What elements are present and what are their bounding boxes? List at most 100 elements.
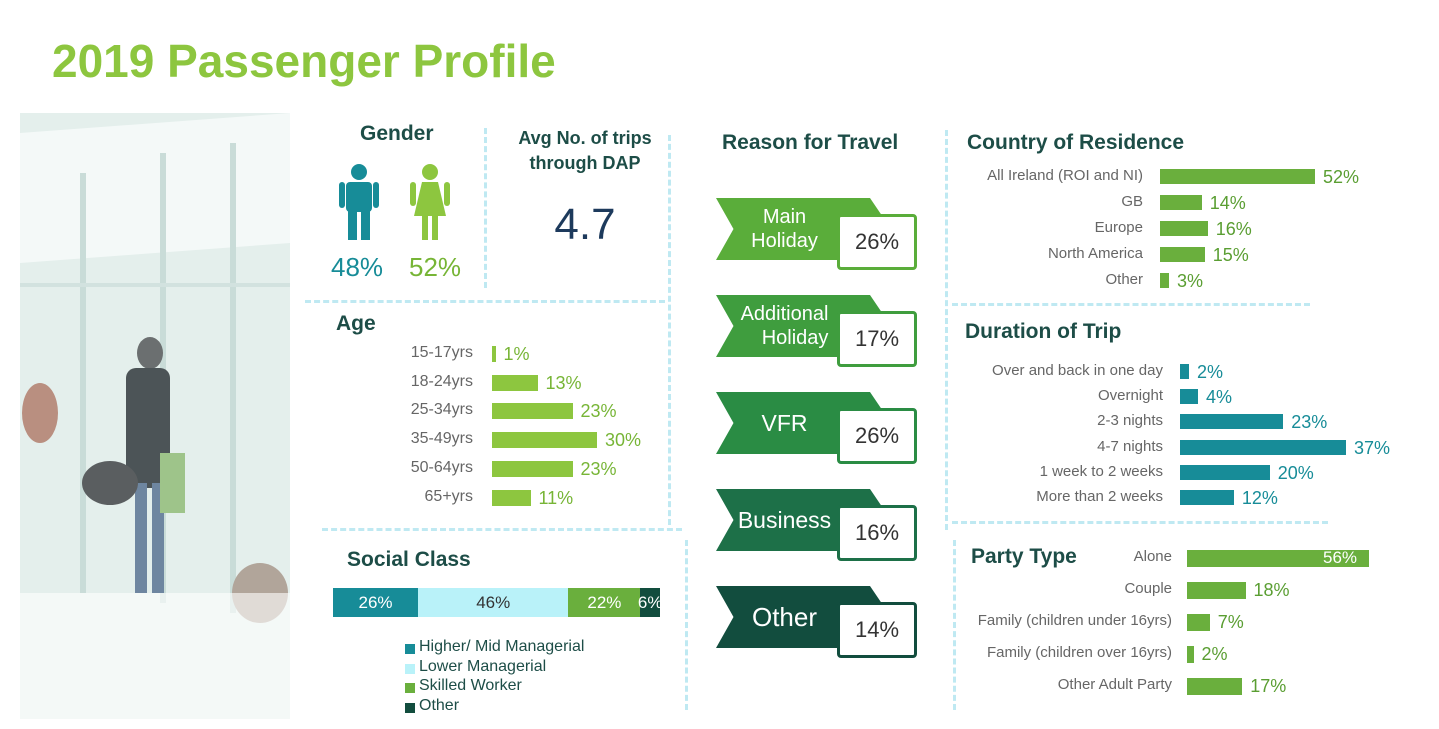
bar-value-label: 1% <box>503 344 530 364</box>
bar <box>492 489 531 506</box>
reason-value-box: 26% <box>837 214 917 270</box>
bar-category-label: 50-64yrs <box>410 458 473 476</box>
bar-value-label: 14% <box>1209 193 1246 213</box>
bar <box>1160 169 1315 184</box>
bar-category-label: Family (children under 16yrs) <box>977 612 1172 629</box>
bar <box>1180 414 1284 430</box>
bar-value-label: 12% <box>1241 488 1278 508</box>
divider <box>685 540 688 710</box>
male-percentage: 48% <box>331 252 384 282</box>
reason-label-line1: VFR <box>761 410 808 436</box>
bar <box>1180 364 1189 379</box>
bar-category-label: GB <box>1121 193 1143 210</box>
reason-label-line2: Holiday <box>761 327 829 349</box>
legend-entry: Other <box>419 696 460 714</box>
legend-swatch <box>405 702 415 713</box>
party-heading: Party Type <box>971 545 1077 568</box>
bar-value-label: 17% <box>1250 676 1287 696</box>
bar-value-label: 23% <box>580 401 617 422</box>
divider <box>668 135 671 525</box>
duration-heading: Duration of Trip <box>965 320 1122 343</box>
bar-value-label: 37% <box>1354 437 1391 458</box>
reason-label: Business <box>738 508 869 532</box>
reason-label-line1: Main <box>762 206 807 228</box>
reason-label-line1: Additional <box>740 303 829 325</box>
reason-label-line2: Holiday <box>751 230 818 252</box>
bar <box>1180 439 1346 455</box>
terminal-photo <box>20 113 290 719</box>
bar-category-label: Other Adult Party <box>1057 676 1172 693</box>
bar-category-label: 65+yrs <box>424 487 473 505</box>
divider <box>952 303 1310 306</box>
male-person-icon <box>339 164 379 240</box>
bar-category-label: More than 2 weeks <box>1036 488 1163 505</box>
bar-category-label: 15-17yrs <box>410 344 473 361</box>
page-title: 2019 Passenger Profile <box>52 35 556 87</box>
legend-swatch <box>405 683 415 693</box>
divider <box>305 300 665 303</box>
bar <box>1160 221 1208 236</box>
bar-value-label: 2% <box>1201 644 1228 664</box>
reason-heading: Reason for Travel <box>722 131 899 154</box>
reason-label: VFR <box>762 411 846 435</box>
bar <box>492 346 496 362</box>
bar <box>1187 550 1369 567</box>
divider <box>945 130 948 530</box>
bar-value-label: 7% <box>1217 612 1244 632</box>
bar-value-label: 23% <box>580 458 617 479</box>
bar-category-label: 25-34yrs <box>410 401 473 419</box>
bar <box>1187 678 1243 695</box>
bar-value-label: 18% <box>1253 580 1290 600</box>
bar <box>492 460 573 477</box>
bar-category-label: Couple <box>1124 580 1172 597</box>
gender-heading: Gender <box>360 122 434 145</box>
bar-value-label: 56% <box>1323 548 1358 567</box>
bar <box>1180 464 1270 480</box>
bar-value-label: 23% <box>1291 412 1328 433</box>
reason-label-line1: Other <box>751 602 818 632</box>
bar-category-label: Family (children over 16yrs) <box>986 644 1172 661</box>
divider <box>952 521 1328 524</box>
bar <box>1187 646 1194 663</box>
bar-value-label: 16% <box>1215 219 1252 239</box>
social-class-heading: Social Class <box>347 548 471 571</box>
bar-value-label: 20% <box>1277 462 1314 483</box>
reason-value-box: 14% <box>837 602 917 658</box>
legend-swatch <box>405 663 415 674</box>
reason-value-box: 17% <box>837 311 917 367</box>
bar <box>1160 195 1202 210</box>
trips-heading-line2: through DAP <box>529 153 641 173</box>
reason-value-box: 16% <box>837 505 917 561</box>
bar-category-label: Other <box>1105 271 1143 288</box>
bar <box>1187 614 1210 631</box>
bar-category-label: 1 week to 2 weeks <box>1039 462 1163 480</box>
social-class-segment: 26% <box>333 588 419 617</box>
social-class-segment: 6% <box>638 588 662 617</box>
bar-value-label: 4% <box>1205 387 1232 408</box>
bar <box>1187 582 1246 599</box>
bar-value-label: 13% <box>545 372 582 393</box>
bar-category-label: Europe <box>1094 219 1143 236</box>
social-class-segment: 22% <box>568 588 641 617</box>
bar <box>1160 273 1169 288</box>
bar <box>1160 247 1205 262</box>
bar-category-label: 2-3 nights <box>1097 412 1163 430</box>
bar-category-label: North America <box>1047 245 1143 262</box>
female-person-icon <box>410 164 450 240</box>
bar-category-label: 18-24yrs <box>410 372 473 390</box>
reason-label: Additional Holiday <box>741 302 867 350</box>
reason-value-box: 26% <box>837 408 917 464</box>
trips-value: 4.7 <box>554 200 616 249</box>
bar-category-label: Over and back in one day <box>992 362 1163 379</box>
reason-label: Main Holiday <box>751 205 856 253</box>
bar-category-label: Overnight <box>1097 387 1163 405</box>
age-heading: Age <box>336 312 376 335</box>
divider <box>953 540 956 710</box>
bar-category-label: All Ireland (ROI and NI) <box>987 167 1143 184</box>
bar <box>1180 490 1234 505</box>
legend-swatch <box>405 644 415 654</box>
reason-label: Other <box>751 602 855 632</box>
bar-category-label: 35-49yrs <box>410 430 473 448</box>
bar-value-label: 30% <box>605 430 642 451</box>
social-class-segment: 46% <box>418 588 569 617</box>
